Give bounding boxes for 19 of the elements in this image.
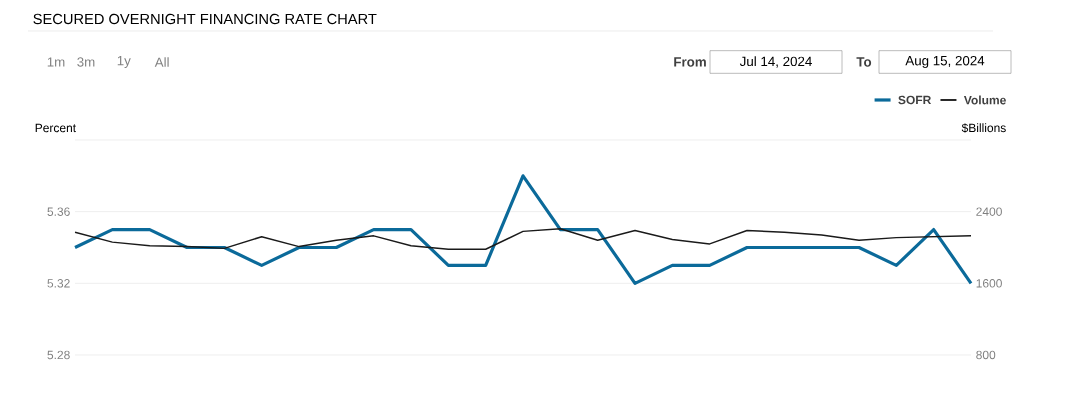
legend-label: Volume [963, 95, 1006, 105]
text: All [154, 57, 169, 67]
y-tick-label: 5.28 [47, 350, 70, 360]
y2-tick-label: 2400 [976, 207, 1002, 216]
chart-title: SECURED OVERNIGHT FINANCING RATE CHART [33, 13, 377, 25]
text: Aug 15, 2024 [905, 55, 985, 69]
text: 3m [77, 57, 95, 67]
text: To [856, 57, 872, 67]
text: 1m [47, 57, 65, 67]
y-tick-label: 5.36 [47, 207, 70, 216]
y2-axis-title: $Billions [961, 123, 1006, 133]
text: From [674, 57, 706, 67]
text: 1y [117, 56, 131, 68]
text: Jul 14, 2024 [739, 56, 812, 68]
legend-label: SOFR [898, 95, 932, 105]
y2-tick-label: 1600 [976, 279, 1002, 288]
y-tick-label: 5.32 [47, 279, 70, 288]
y-axis-title: Percent [35, 123, 76, 133]
y2-tick-label: 800 [976, 350, 996, 360]
